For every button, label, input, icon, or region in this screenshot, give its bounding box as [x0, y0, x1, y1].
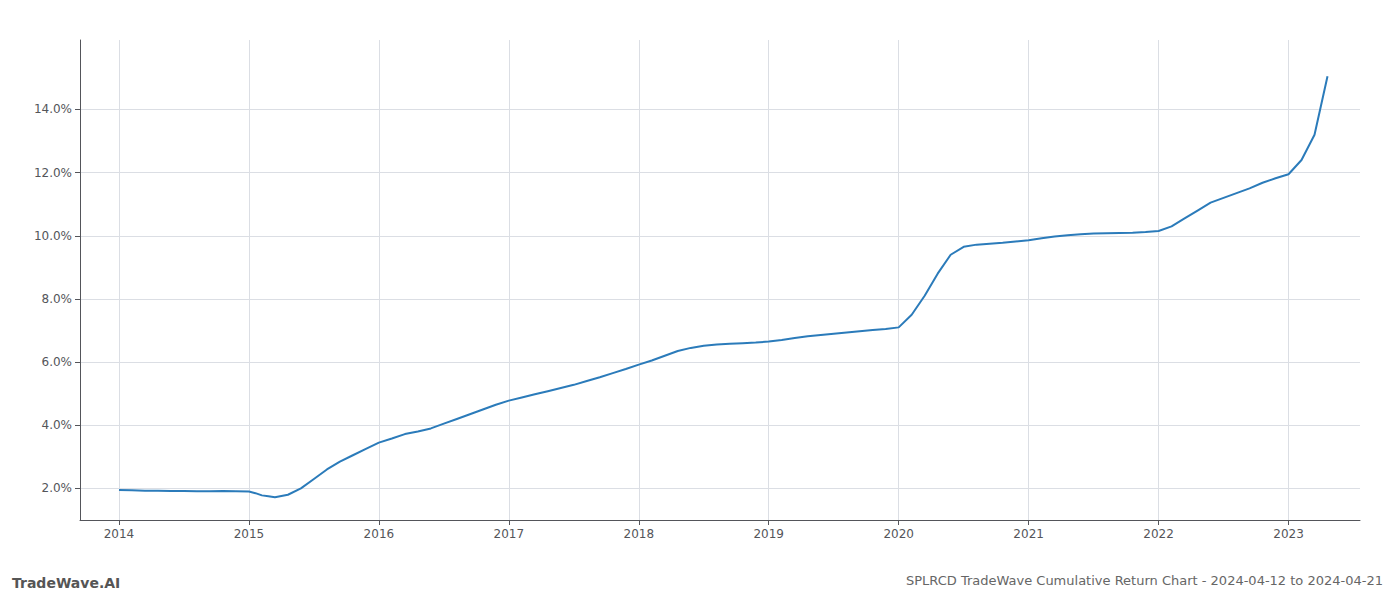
svg-text:2020: 2020: [883, 527, 914, 541]
svg-text:2023: 2023: [1273, 527, 1304, 541]
svg-text:2018: 2018: [624, 527, 655, 541]
svg-text:TradeWave.AI: TradeWave.AI: [12, 575, 120, 591]
svg-text:2014: 2014: [104, 527, 135, 541]
svg-text:6.0%: 6.0%: [42, 355, 73, 369]
svg-text:2022: 2022: [1143, 527, 1174, 541]
svg-text:2017: 2017: [494, 527, 525, 541]
svg-text:10.0%: 10.0%: [34, 229, 72, 243]
svg-text:12.0%: 12.0%: [34, 166, 72, 180]
svg-text:8.0%: 8.0%: [42, 292, 73, 306]
svg-text:4.0%: 4.0%: [42, 418, 73, 432]
svg-text:2016: 2016: [364, 527, 395, 541]
svg-text:2021: 2021: [1013, 527, 1044, 541]
svg-text:2.0%: 2.0%: [42, 481, 73, 495]
svg-text:2015: 2015: [234, 527, 265, 541]
svg-text:SPLRCD TradeWave Cumulative Re: SPLRCD TradeWave Cumulative Return Chart…: [906, 573, 1383, 588]
svg-text:2019: 2019: [753, 527, 784, 541]
svg-text:14.0%: 14.0%: [34, 102, 72, 116]
